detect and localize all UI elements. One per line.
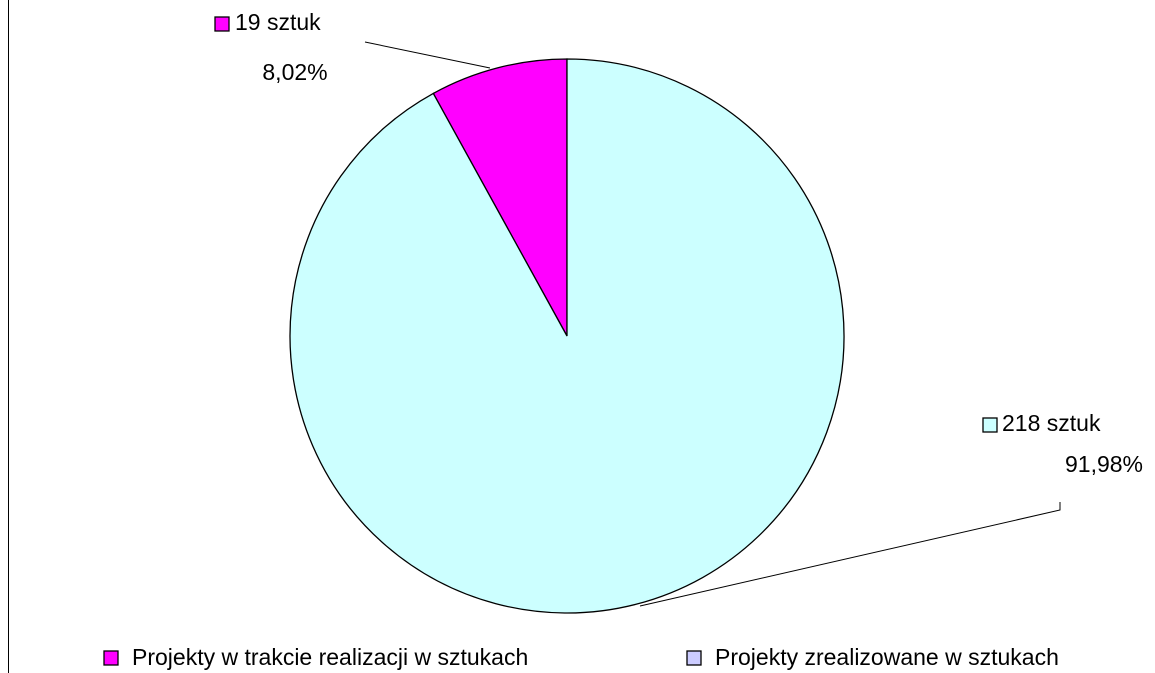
data-label: 19 sztuk — [235, 9, 321, 35]
pie-slice — [289, 58, 845, 614]
label-swatch — [214, 16, 230, 32]
legend-label: Projekty zrealizowane w sztukach — [715, 644, 1059, 670]
legend-swatch — [686, 650, 702, 666]
legend-label: Projekty w trakcie realizacji w sztukach — [132, 644, 528, 670]
leader-line — [364, 41, 491, 69]
percent-label: 91,98% — [1065, 451, 1143, 477]
leader-line — [639, 502, 1061, 607]
percent-label: 8,02% — [262, 59, 327, 85]
label-swatch — [982, 417, 998, 433]
legend-swatch — [103, 650, 119, 666]
pie-slice — [432, 58, 568, 337]
data-label: 218 sztuk — [1002, 410, 1101, 436]
